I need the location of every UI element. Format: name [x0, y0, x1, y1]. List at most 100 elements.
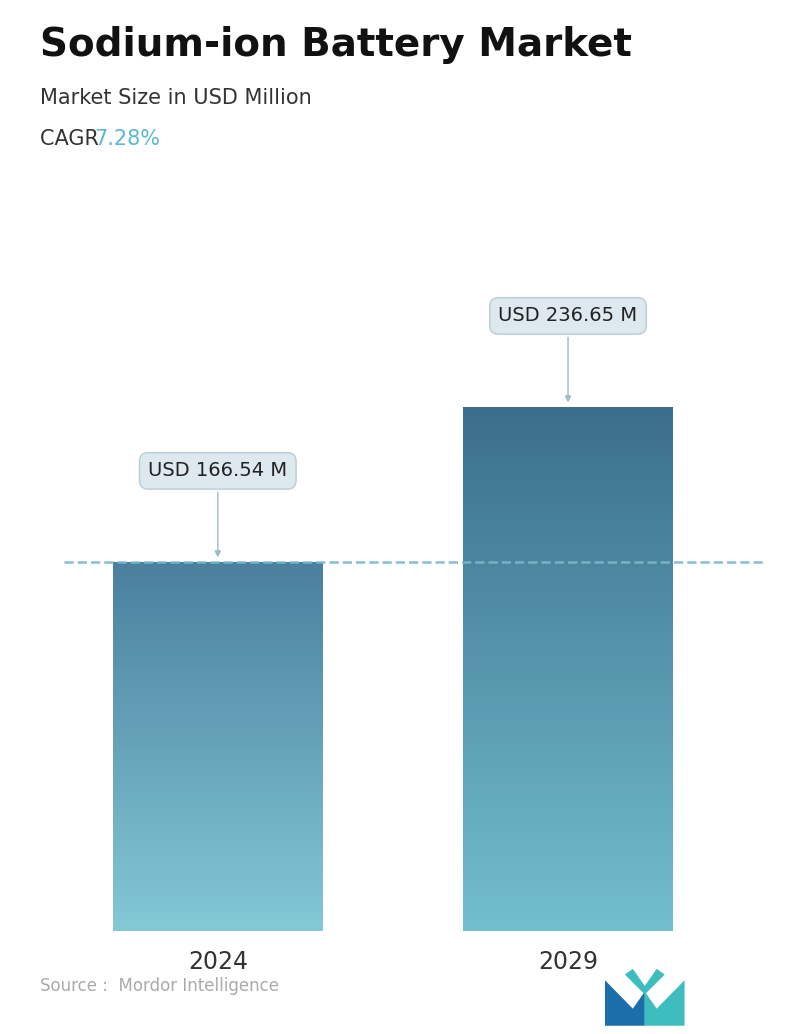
Bar [463, 875, 673, 877]
Bar [463, 700, 673, 702]
Bar [463, 911, 673, 913]
Bar [113, 672, 323, 673]
Bar [113, 787, 323, 788]
Bar [463, 430, 673, 432]
Bar [463, 651, 673, 653]
Bar [463, 776, 673, 778]
Bar [113, 731, 323, 732]
Bar [113, 752, 323, 753]
Bar [113, 846, 323, 847]
Bar [113, 720, 323, 721]
Bar [113, 597, 323, 598]
Bar [113, 601, 323, 602]
Bar [463, 472, 673, 474]
Bar [113, 705, 323, 706]
Bar [113, 876, 323, 877]
Bar [463, 552, 673, 554]
Bar [463, 817, 673, 819]
Bar [463, 913, 673, 915]
Bar [113, 880, 323, 882]
Bar [113, 859, 323, 860]
Bar [463, 516, 673, 517]
Bar [113, 748, 323, 749]
Bar [463, 834, 673, 837]
Bar [463, 626, 673, 628]
Bar [113, 764, 323, 765]
Bar [463, 662, 673, 664]
Bar [113, 716, 323, 717]
Bar [463, 906, 673, 908]
Bar [113, 896, 323, 898]
Bar [113, 800, 323, 801]
Bar [113, 683, 323, 686]
Bar [463, 456, 673, 458]
Bar [113, 577, 323, 578]
Bar [113, 656, 323, 657]
Bar [463, 432, 673, 433]
Bar [113, 778, 323, 779]
Bar [113, 858, 323, 859]
Bar [113, 819, 323, 820]
Bar [463, 484, 673, 486]
Bar [463, 732, 673, 733]
Bar [463, 577, 673, 578]
Bar [113, 622, 323, 624]
Bar [463, 507, 673, 509]
Bar [113, 706, 323, 707]
Bar [463, 524, 673, 526]
Bar [463, 460, 673, 461]
Bar [113, 652, 323, 653]
Bar [463, 870, 673, 872]
Bar [463, 526, 673, 527]
Bar [463, 707, 673, 709]
Bar [463, 453, 673, 455]
Bar [113, 690, 323, 692]
Bar [113, 726, 323, 727]
Bar [113, 781, 323, 782]
Bar [113, 768, 323, 770]
Bar [113, 884, 323, 885]
Bar [463, 809, 673, 811]
Bar [463, 842, 673, 844]
Bar [463, 807, 673, 809]
Bar [113, 677, 323, 679]
Bar [463, 679, 673, 681]
Bar [463, 811, 673, 812]
Bar [463, 596, 673, 598]
Bar [463, 606, 673, 608]
Bar [113, 747, 323, 748]
Bar [463, 601, 673, 603]
Bar [463, 816, 673, 817]
Bar [463, 855, 673, 857]
Bar [113, 736, 323, 738]
Bar [463, 440, 673, 443]
Bar [463, 519, 673, 521]
Bar [113, 925, 323, 926]
Bar [113, 640, 323, 641]
Bar [463, 760, 673, 761]
Bar [113, 899, 323, 900]
Bar [113, 827, 323, 828]
Bar [113, 892, 323, 893]
Bar [113, 667, 323, 668]
Bar [463, 862, 673, 864]
Bar [463, 801, 673, 803]
Bar [463, 486, 673, 488]
Bar [113, 682, 323, 683]
Bar [113, 739, 323, 740]
Bar [463, 618, 673, 620]
Bar [113, 574, 323, 575]
Bar [463, 444, 673, 446]
Bar [463, 803, 673, 805]
Bar [113, 585, 323, 587]
Bar [113, 713, 323, 714]
Bar [113, 590, 323, 591]
Bar [113, 571, 323, 572]
Bar [113, 603, 323, 604]
Bar [113, 602, 323, 603]
Bar [113, 707, 323, 708]
Bar [113, 708, 323, 709]
Bar [113, 765, 323, 766]
Bar [113, 689, 323, 690]
Bar [113, 903, 323, 904]
